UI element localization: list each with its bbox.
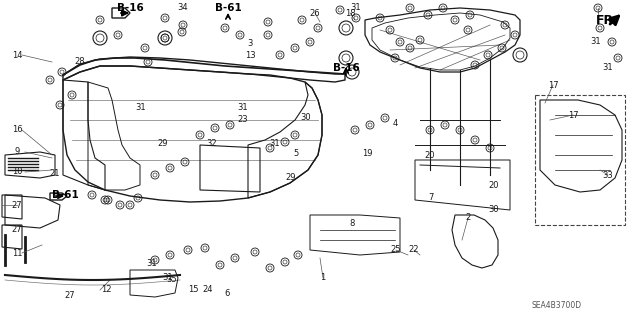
Text: B-16: B-16 bbox=[116, 3, 143, 13]
Text: 30: 30 bbox=[489, 205, 499, 214]
Text: 2: 2 bbox=[465, 213, 470, 222]
Text: 28: 28 bbox=[75, 57, 85, 66]
Text: 32: 32 bbox=[207, 138, 218, 147]
Text: 25: 25 bbox=[391, 246, 401, 255]
Text: 31: 31 bbox=[603, 63, 613, 72]
Text: 12: 12 bbox=[100, 285, 111, 293]
Text: 13: 13 bbox=[244, 50, 255, 60]
Text: 31: 31 bbox=[269, 138, 280, 147]
Text: 22: 22 bbox=[409, 246, 419, 255]
Bar bbox=[535, 95, 625, 225]
Text: B-61: B-61 bbox=[214, 3, 241, 13]
Text: 31: 31 bbox=[147, 258, 157, 268]
Text: 15: 15 bbox=[188, 285, 198, 293]
Text: B-61: B-61 bbox=[52, 190, 78, 200]
Text: SEA4B3700D: SEA4B3700D bbox=[532, 301, 582, 310]
Text: 20: 20 bbox=[489, 181, 499, 189]
Text: 5: 5 bbox=[293, 149, 299, 158]
Text: 31: 31 bbox=[591, 38, 602, 47]
Text: 26: 26 bbox=[310, 9, 320, 18]
Text: 4: 4 bbox=[392, 118, 397, 128]
Text: 21: 21 bbox=[50, 168, 60, 177]
Text: 14: 14 bbox=[12, 50, 22, 60]
Text: 6: 6 bbox=[224, 290, 230, 299]
Text: 16: 16 bbox=[12, 125, 22, 135]
Text: B-16: B-16 bbox=[333, 63, 360, 73]
Text: 34: 34 bbox=[178, 4, 188, 12]
Text: 27: 27 bbox=[12, 201, 22, 210]
Text: 35: 35 bbox=[166, 276, 177, 285]
Text: 7: 7 bbox=[428, 192, 434, 202]
Text: 29: 29 bbox=[157, 138, 168, 147]
Text: 31: 31 bbox=[351, 4, 362, 12]
Text: 20: 20 bbox=[425, 151, 435, 160]
Text: 23: 23 bbox=[237, 115, 248, 124]
Text: 17: 17 bbox=[548, 80, 558, 90]
Text: 31: 31 bbox=[136, 103, 147, 113]
Text: 24: 24 bbox=[203, 285, 213, 293]
Text: 31: 31 bbox=[163, 273, 173, 283]
Text: 27: 27 bbox=[65, 291, 76, 300]
Text: 10: 10 bbox=[12, 167, 22, 176]
Text: 9: 9 bbox=[14, 147, 20, 157]
Polygon shape bbox=[112, 8, 130, 18]
Text: 11: 11 bbox=[12, 249, 22, 257]
Text: 31: 31 bbox=[237, 103, 248, 113]
Text: 27: 27 bbox=[12, 226, 22, 234]
Polygon shape bbox=[50, 193, 67, 200]
Text: 3: 3 bbox=[247, 39, 253, 48]
Text: 17: 17 bbox=[568, 110, 579, 120]
Text: 30: 30 bbox=[301, 114, 311, 122]
Text: 8: 8 bbox=[349, 219, 355, 228]
Text: 29: 29 bbox=[285, 174, 296, 182]
Text: 19: 19 bbox=[362, 149, 372, 158]
Text: 1: 1 bbox=[321, 273, 326, 283]
Text: 33: 33 bbox=[603, 170, 613, 180]
Text: 18: 18 bbox=[345, 9, 355, 18]
Text: FR.: FR. bbox=[595, 13, 619, 26]
